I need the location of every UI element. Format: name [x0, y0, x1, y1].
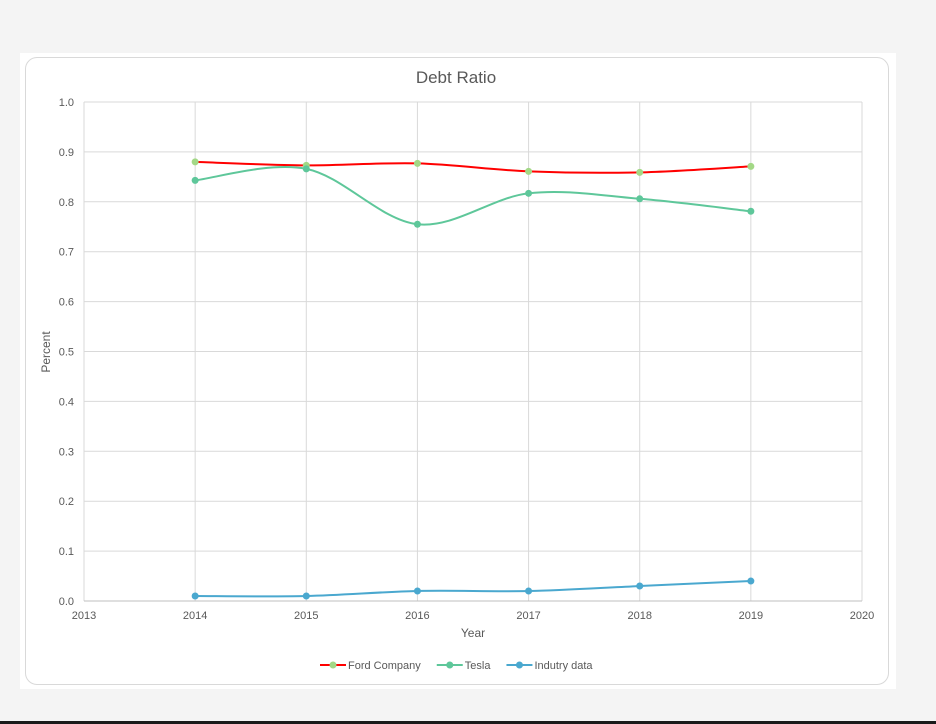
y-axis-label: Percent [39, 331, 53, 373]
gridlines [83, 101, 863, 602]
y-tick-label: 0.9 [59, 147, 74, 159]
x-tick-label: 2016 [405, 610, 429, 622]
legend-item[interactable]: Tesla [436, 660, 492, 672]
data-point[interactable] [302, 165, 310, 173]
data-point[interactable] [413, 587, 421, 595]
y-tick-label: 0.8 [59, 197, 74, 209]
x-tick-label: 2015 [294, 610, 318, 622]
series-tesla [191, 165, 755, 228]
legend-item[interactable]: Ford Company [320, 660, 421, 672]
series-lines [191, 158, 755, 600]
y-tick-label: 0.5 [59, 347, 74, 359]
legend-item[interactable]: Indutry data [506, 660, 593, 672]
y-tick-label: 0.4 [59, 396, 74, 408]
data-point[interactable] [747, 577, 755, 585]
data-point[interactable] [747, 207, 755, 215]
x-tick-label: 2017 [516, 610, 540, 622]
y-tick-label: 0.0 [59, 596, 74, 608]
bottom-border [0, 721, 936, 724]
legend-marker-icon [329, 661, 337, 669]
series-indutry-data [191, 577, 755, 600]
x-axis-label: Year [461, 626, 485, 640]
y-axis-ticks: 0.0 0.1 0.2 0.3 0.4 0.5 0.6 0.7 0.8 0.9 1.0 [59, 97, 74, 608]
x-axis-ticks: 2013 2014 2015 2016 2017 2018 2019 2020 [72, 610, 874, 622]
chart-title: Debt Ratio [416, 68, 496, 87]
data-point[interactable] [413, 159, 421, 167]
x-tick-label: 2019 [739, 610, 763, 622]
x-tick-label: 2013 [72, 610, 96, 622]
legend-label: Tesla [465, 660, 492, 672]
data-point[interactable] [636, 168, 644, 176]
y-tick-label: 0.7 [59, 247, 74, 259]
data-point[interactable] [191, 158, 199, 166]
y-tick-label: 0.2 [59, 496, 74, 508]
data-point[interactable] [525, 189, 533, 197]
data-point[interactable] [636, 582, 644, 590]
x-tick-label: 2014 [183, 610, 207, 622]
data-point[interactable] [191, 592, 199, 600]
legend-label: Ford Company [348, 660, 421, 672]
data-point[interactable] [525, 167, 533, 175]
y-tick-label: 0.6 [59, 297, 74, 309]
legend-label: Indutry data [534, 660, 593, 672]
legend: Ford Company Tesla Indutry data [320, 660, 593, 672]
data-point[interactable] [747, 162, 755, 170]
legend-marker-icon [515, 661, 523, 669]
x-tick-label: 2018 [627, 610, 651, 622]
data-point[interactable] [302, 592, 310, 600]
data-point[interactable] [413, 220, 421, 228]
y-tick-label: 0.3 [59, 446, 74, 458]
y-tick-label: 1.0 [59, 97, 74, 109]
data-point[interactable] [191, 176, 199, 184]
data-point[interactable] [525, 587, 533, 595]
legend-marker-icon [446, 661, 454, 669]
y-tick-label: 0.1 [59, 546, 74, 558]
x-tick-label: 2020 [850, 610, 874, 622]
data-point[interactable] [636, 195, 644, 203]
